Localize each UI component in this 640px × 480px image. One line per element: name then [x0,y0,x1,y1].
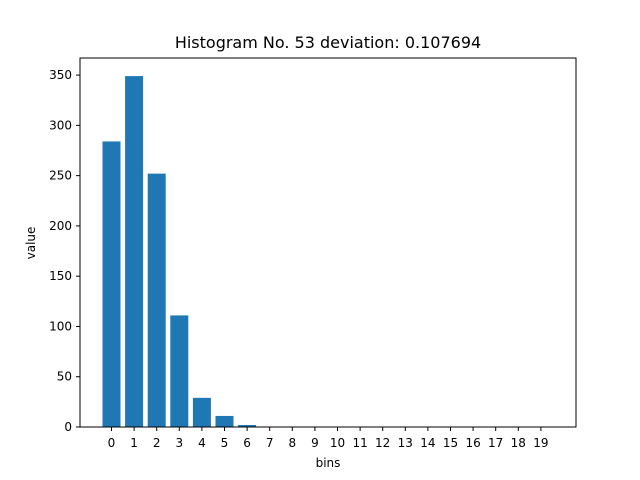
x-tick-label-2: 2 [153,436,161,450]
y-tick-label-350: 350 [49,68,72,82]
bar-6 [238,424,257,427]
y-axis-ticks: 0 50 100 150 200 250 300 350 [49,68,80,434]
plot-frame [79,57,577,428]
x-tick-label-17: 17 [488,436,503,450]
x-tick-label-13: 13 [398,436,413,450]
y-axis-label: value [24,227,38,260]
x-tick-label-5: 5 [221,436,229,450]
x-tick-label-3: 3 [175,436,183,450]
x-axis-label: bins [316,456,341,470]
x-tick-label-8: 8 [288,436,296,450]
x-tick-label-11: 11 [352,436,367,450]
y-tick-label-200: 200 [49,219,72,233]
x-tick-label-9: 9 [311,436,319,450]
y-tick-label-300: 300 [49,118,72,132]
x-tick-label-19: 19 [533,436,548,450]
x-tick-label-14: 14 [420,436,435,450]
bar-0 [102,141,121,427]
bar-4 [192,397,211,427]
bars-group [102,76,257,427]
bar-3 [170,315,189,427]
x-tick-label-15: 15 [443,436,458,450]
x-tick-label-16: 16 [465,436,480,450]
x-tick-label-7: 7 [266,436,274,450]
x-tick-label-18: 18 [511,436,526,450]
y-tick-label-250: 250 [49,169,72,183]
x-tick-label-1: 1 [130,436,138,450]
x-tick-label-12: 12 [375,436,390,450]
x-tick-label-0: 0 [108,436,116,450]
x-axis-ticks: 0 1 2 3 4 5 6 7 8 9 10 11 12 13 14 15 16 17 18 19 [108,427,549,450]
y-tick-label-150: 150 [49,269,72,283]
y-tick-label-50: 50 [57,370,72,384]
y-tick-label-100: 100 [49,319,72,333]
x-tick-label-10: 10 [330,436,345,450]
bar-2 [147,173,166,427]
bar-5 [215,415,234,427]
chart-title: Histogram No. 53 deviation: 0.107694 [175,33,481,52]
x-tick-label-6: 6 [243,436,251,450]
y-tick-label-0: 0 [64,420,72,434]
x-tick-label-4: 4 [198,436,206,450]
bar-1 [125,76,144,427]
